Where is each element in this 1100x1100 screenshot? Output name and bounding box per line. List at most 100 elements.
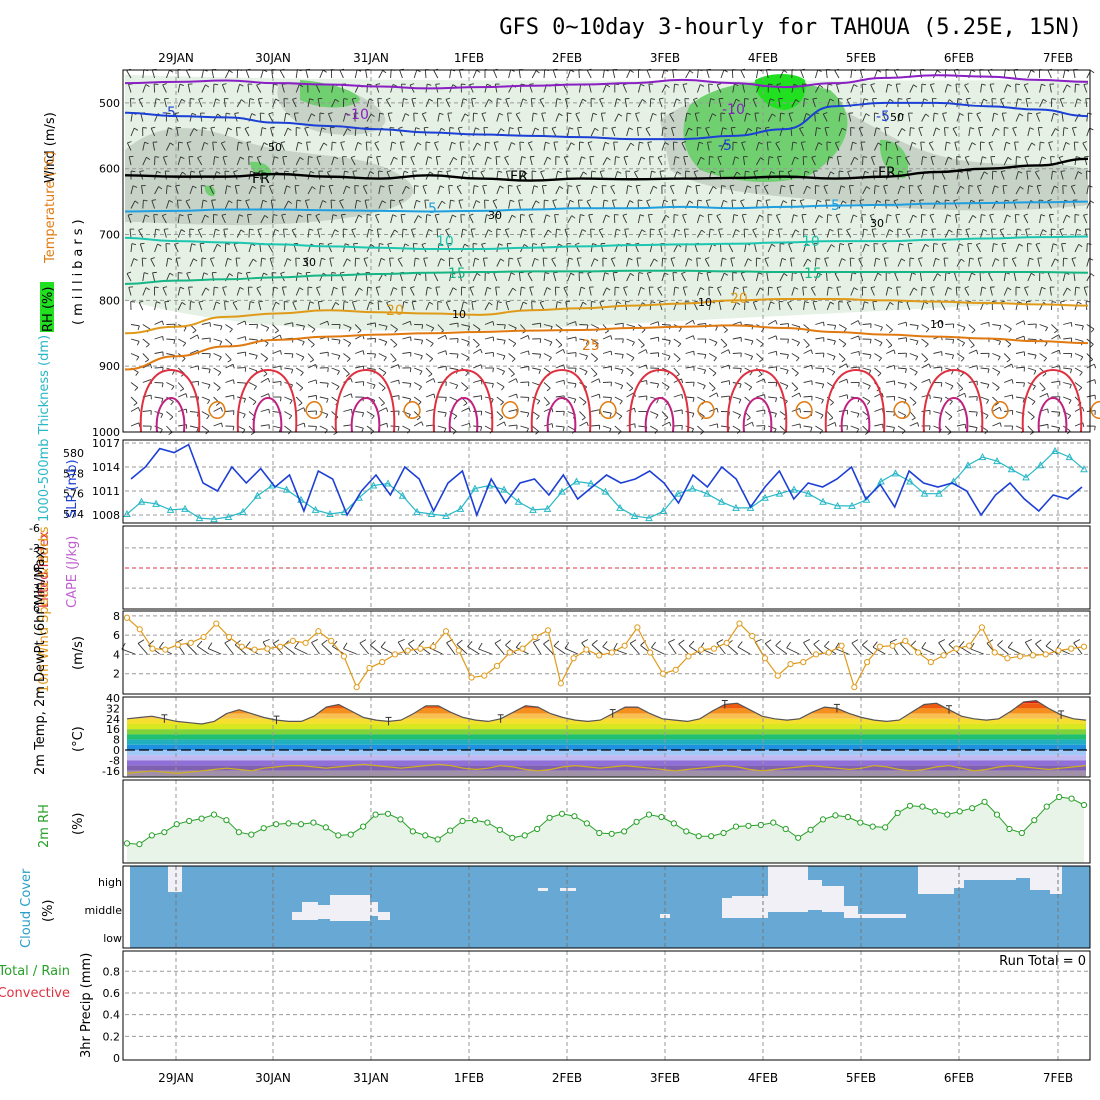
upper-wind-barb bbox=[650, 228, 655, 231]
upper-wind-barb bbox=[335, 302, 340, 306]
upper-wind-barb bbox=[181, 301, 186, 306]
upper-wind-barb bbox=[574, 368, 577, 373]
upper-wind-barb bbox=[449, 257, 454, 259]
upper-wind-barb bbox=[978, 257, 983, 259]
upper-wind-barb bbox=[779, 367, 789, 371]
wind-speed-point bbox=[1029, 652, 1037, 659]
rh-point bbox=[1018, 829, 1025, 837]
upper-wind-barb bbox=[834, 142, 840, 151]
upper-wind-barb bbox=[132, 185, 138, 188]
upper-wind-barb bbox=[284, 396, 293, 401]
upper-wind-barb bbox=[614, 367, 624, 371]
upper-wind-barb bbox=[638, 272, 644, 274]
rh-point bbox=[310, 819, 317, 826]
upper-wind-barb bbox=[886, 141, 891, 144]
upper-wind-barb bbox=[1013, 272, 1017, 282]
upper-wind-barb bbox=[333, 432, 338, 436]
wind-speed-point bbox=[557, 680, 564, 687]
upper-wind-barb bbox=[579, 353, 588, 357]
upper-wind-barb bbox=[567, 200, 571, 209]
upper-wind-barb bbox=[142, 272, 145, 282]
upper-wind-barb bbox=[555, 425, 565, 428]
upper-wind-barb bbox=[527, 273, 533, 282]
rh-point bbox=[683, 828, 690, 835]
upper-wind-barb bbox=[1051, 128, 1056, 137]
upper-wind-barb bbox=[461, 156, 467, 158]
upper-wind-barb bbox=[138, 422, 141, 428]
thickness-tick: 574 bbox=[63, 508, 84, 521]
upper-wind-barb bbox=[388, 185, 392, 195]
upper-wind-barb bbox=[162, 286, 168, 289]
upper-wind-barb bbox=[1066, 84, 1071, 88]
upper-wind-barb bbox=[540, 171, 545, 180]
upper-wind-barb bbox=[1015, 396, 1025, 399]
surface-wind-barb bbox=[629, 639, 637, 644]
upper-wind-barb bbox=[576, 184, 581, 187]
upper-wind-barb bbox=[599, 301, 604, 311]
upper-wind-barb bbox=[327, 367, 329, 372]
thickness-point bbox=[166, 505, 175, 513]
upper-wind-barb bbox=[882, 112, 888, 115]
upper-wind-barb bbox=[433, 273, 439, 282]
upper-wind-barb bbox=[874, 338, 883, 344]
upper-wind-barb bbox=[918, 126, 924, 129]
upper-wind-barb bbox=[160, 413, 164, 419]
surface-wind-barb bbox=[775, 645, 788, 655]
upper-wind-barb bbox=[801, 141, 806, 143]
upper-wind-barb bbox=[275, 98, 280, 102]
upper-wind-barb bbox=[590, 243, 593, 253]
upper-wind-barb bbox=[818, 214, 823, 219]
upper-wind-barb bbox=[656, 399, 659, 404]
surface-wind-barb bbox=[872, 641, 878, 648]
upper-wind-barb bbox=[368, 156, 373, 159]
upper-wind-barb bbox=[709, 156, 714, 158]
wind-speed-point bbox=[200, 633, 207, 641]
upper-wind-barb bbox=[354, 69, 358, 79]
surface-wind-barb bbox=[207, 642, 213, 649]
upper-wind-barb bbox=[165, 127, 169, 137]
rh-point bbox=[372, 811, 379, 818]
upper-wind-barb bbox=[1074, 244, 1080, 253]
bottom-date-label: 29JAN bbox=[158, 1071, 194, 1085]
upper-wind-barb bbox=[874, 408, 883, 412]
upper-wind-barb bbox=[268, 113, 274, 122]
upper-wind-barb bbox=[1019, 186, 1024, 190]
upper-wind-barb bbox=[581, 417, 586, 421]
tick-label: 900 bbox=[99, 360, 120, 373]
upper-wind-barb bbox=[197, 157, 203, 166]
wind-speed-point bbox=[379, 659, 386, 666]
upper-wind-barb bbox=[309, 301, 315, 304]
upper-wind-barb bbox=[1073, 272, 1076, 282]
wind-speed-point bbox=[761, 655, 769, 662]
upper-wind-barb bbox=[382, 372, 387, 377]
upper-wind-barb bbox=[791, 382, 799, 389]
upper-wind-barb bbox=[1001, 243, 1005, 253]
upper-wind-barb bbox=[486, 214, 491, 217]
upper-wind-barb bbox=[765, 126, 770, 129]
upper-wind-barb bbox=[522, 98, 527, 102]
upper-wind-barb bbox=[684, 98, 687, 108]
upper-wind-barb bbox=[912, 214, 917, 218]
upper-wind-barb bbox=[520, 334, 529, 340]
upper-wind-barb bbox=[386, 97, 391, 101]
upper-wind-barb bbox=[1034, 354, 1037, 360]
upper-wind-barb bbox=[130, 258, 135, 267]
upper-wind-barb bbox=[908, 113, 911, 122]
rh-point bbox=[906, 802, 914, 809]
upper-wind-barb bbox=[635, 113, 639, 122]
upper-wind-barb bbox=[929, 215, 934, 224]
thickness-point bbox=[1007, 465, 1016, 473]
upper-wind-barb bbox=[564, 229, 569, 238]
upper-wind-barb bbox=[674, 286, 680, 289]
upper-wind-barb bbox=[967, 243, 970, 253]
upper-wind-barb bbox=[342, 113, 347, 122]
upper-wind-barb bbox=[237, 199, 242, 202]
upper-wind-barb bbox=[1041, 156, 1047, 160]
upper-wind-barb bbox=[599, 300, 605, 303]
upper-wind-barb bbox=[324, 429, 328, 434]
upper-wind-barb bbox=[260, 215, 266, 224]
upper-wind-barb bbox=[517, 258, 521, 267]
wind-speed-point bbox=[391, 651, 399, 658]
upper-wind-barb bbox=[1047, 408, 1049, 414]
upper-wind-barb bbox=[767, 113, 773, 122]
